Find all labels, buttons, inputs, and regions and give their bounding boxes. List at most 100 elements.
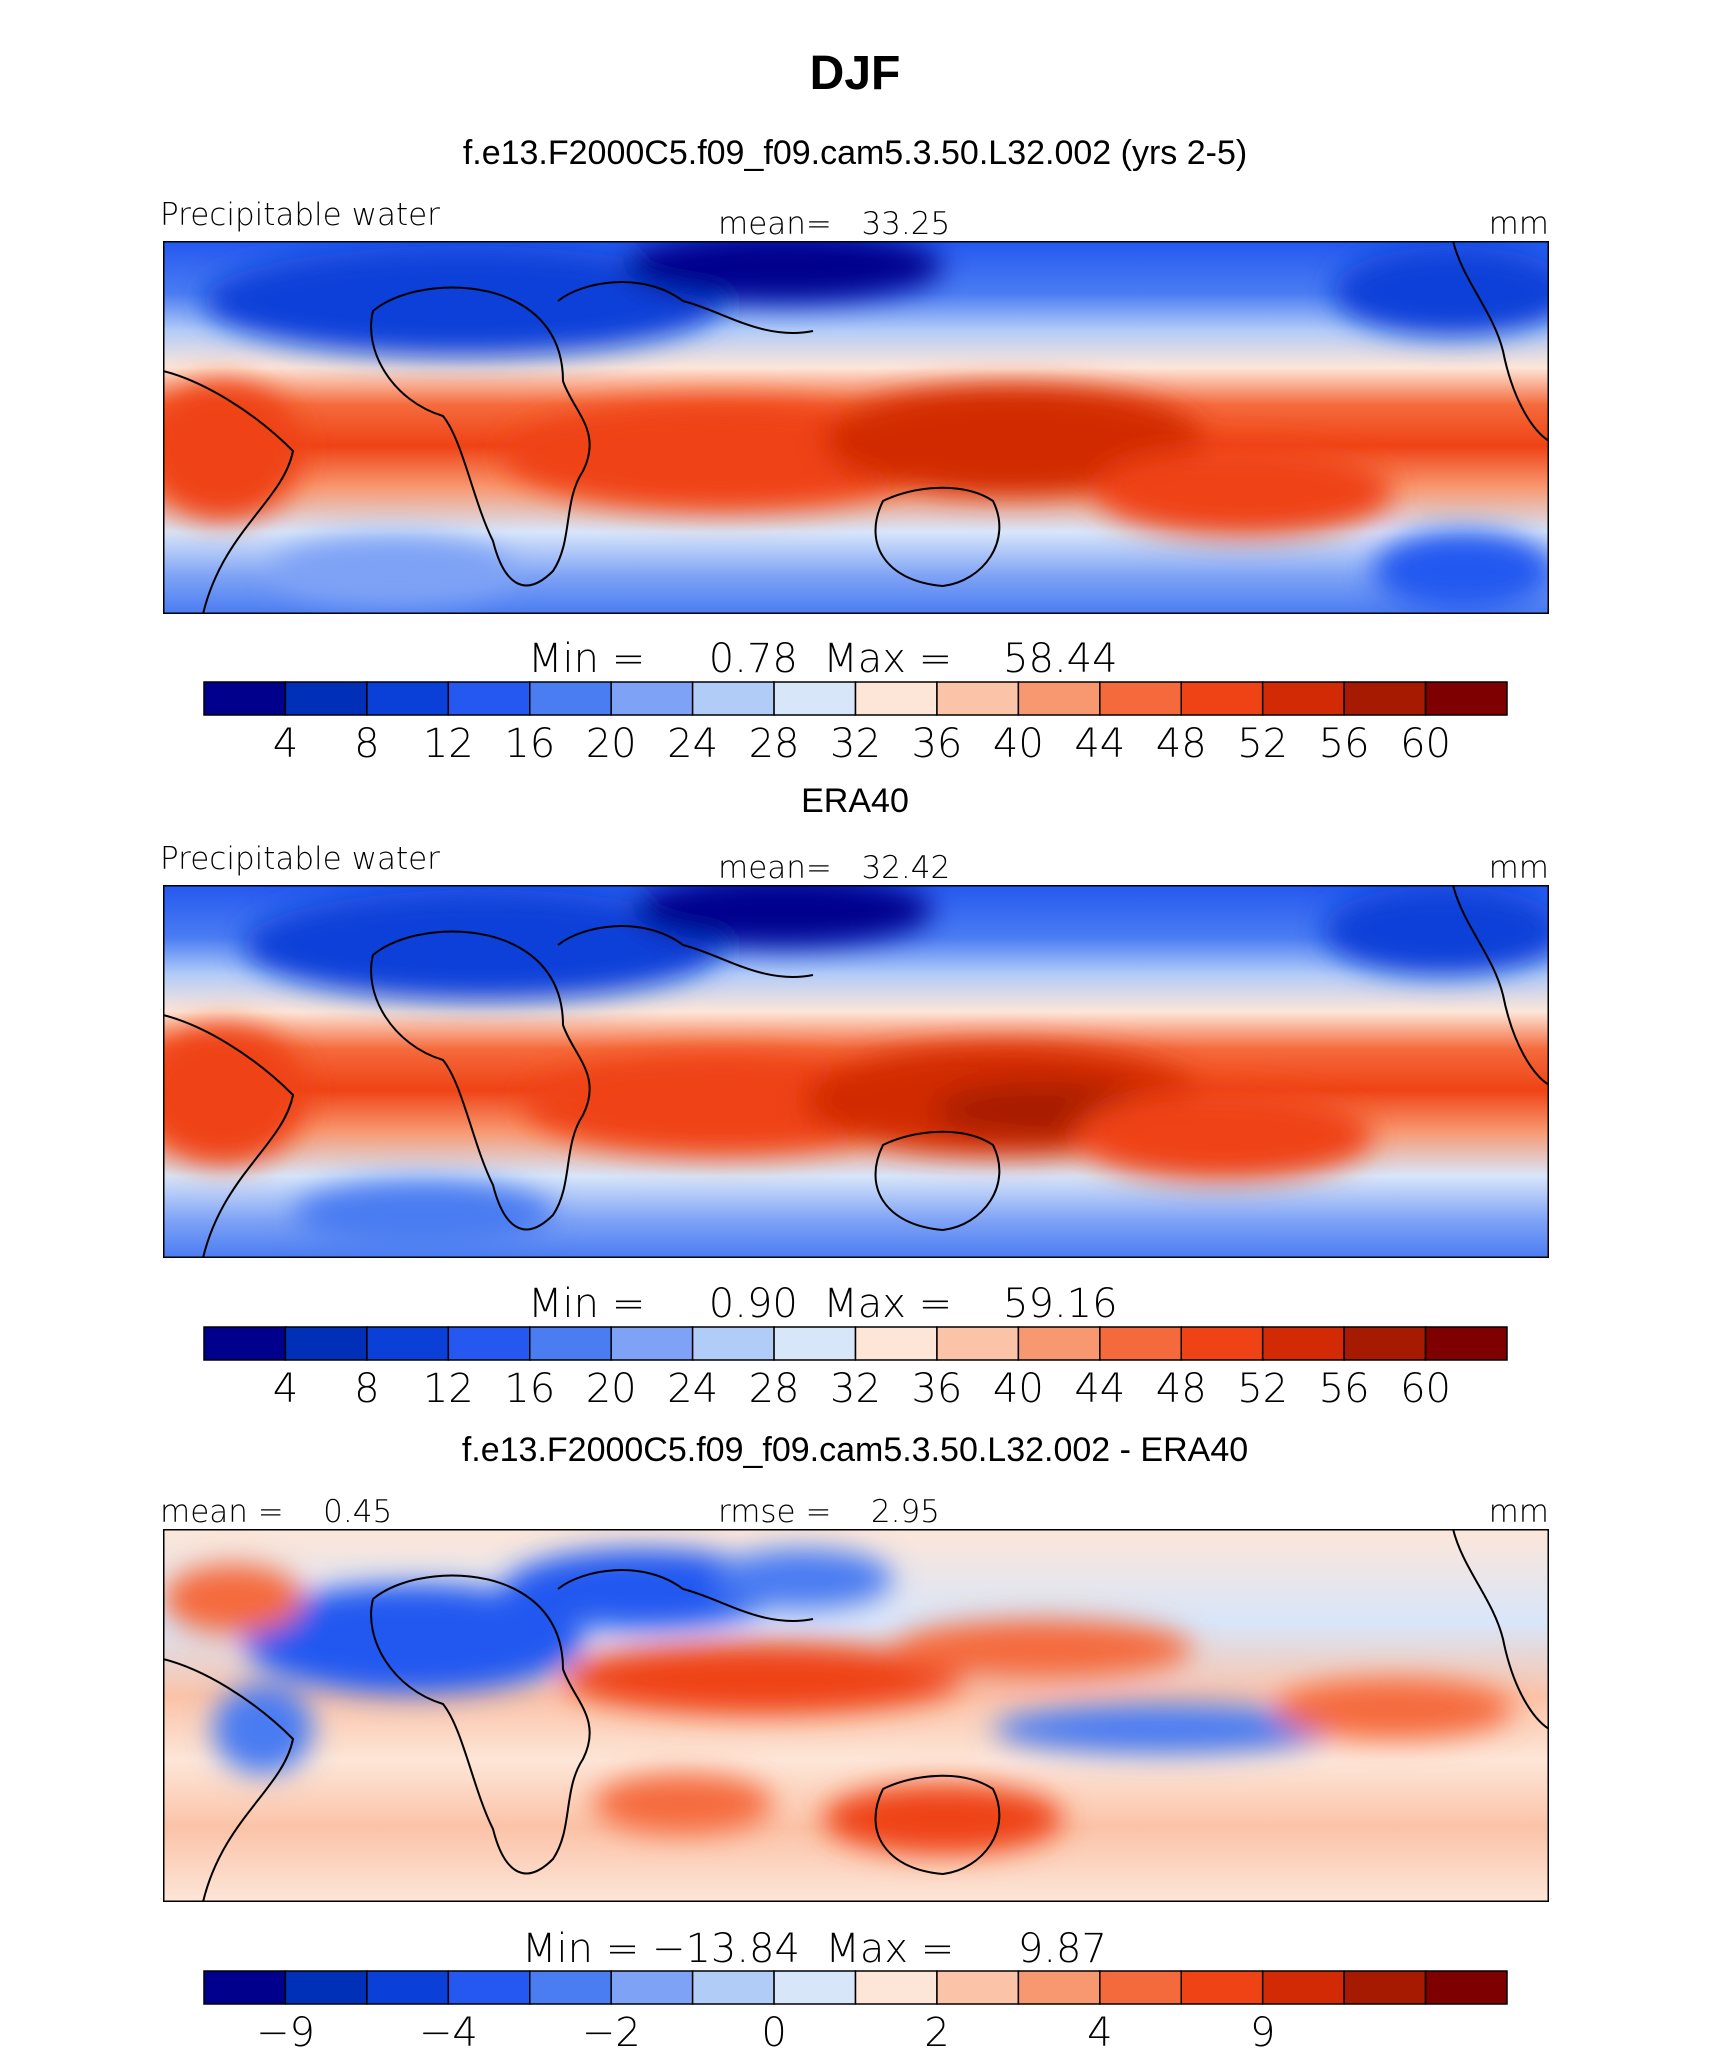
- colorbar-swatch: [854, 1970, 938, 2005]
- pos-anom-east-pacific: [1273, 1679, 1513, 1739]
- colorbar-tick-label: 60: [1400, 721, 1451, 767]
- panel-model-mean-label: mean= 33.25: [718, 206, 950, 242]
- colorbar-swatch: [1017, 1970, 1101, 2005]
- panel-obs-map: [163, 885, 1549, 1258]
- colorbar-swatch: [1017, 1326, 1101, 1361]
- colorbar-swatch: [203, 1970, 287, 2005]
- colorbar-swatch: [1424, 1326, 1508, 1361]
- colorbar-tick-label: 36: [911, 721, 962, 767]
- colorbar-tick-label: 20: [586, 721, 637, 767]
- panel-obs-variable-label: Precipitable water: [160, 841, 440, 877]
- colorbar-tick-label: 28: [749, 721, 800, 767]
- colorbar-tick-label: −4: [419, 2010, 478, 2048]
- colorbar-tick-label: 16: [504, 1366, 555, 1412]
- colorbar-swatch: [610, 1326, 694, 1361]
- colorbar-tick-label: 8: [354, 721, 379, 767]
- colorbar-swatch: [691, 1326, 775, 1361]
- colorbar-swatch: [936, 1970, 1020, 2005]
- panel-model-subtitle: f.e13.F2000C5.f09_f09.cam5.3.50.L32.002 …: [463, 134, 1247, 172]
- colorbar-swatch: [773, 681, 857, 716]
- colorbar-swatch: [366, 1970, 450, 2005]
- neg-anom-pacific-equator: [993, 1704, 1333, 1754]
- colorbar-swatch: [1343, 1970, 1427, 2005]
- colorbar-swatch: [773, 1970, 857, 2005]
- colorbar-swatch: [854, 681, 938, 716]
- colorbar-tick-label: 32: [830, 1366, 881, 1412]
- colorbar-tick-label: 4: [273, 721, 298, 767]
- panel-diff-mean-label: mean = 0.45: [160, 1494, 392, 1530]
- neg-anom-arabia: [503, 1549, 783, 1629]
- panel-diff-units: mm: [1489, 1494, 1549, 1530]
- colorbar-tick-label: 32: [830, 721, 881, 767]
- colorbar-tick-label: −2: [582, 2010, 641, 2048]
- colorbar-swatch: [1099, 1970, 1182, 2005]
- colorbar-swatch: [610, 1970, 694, 2005]
- panel-model-stats: Min = 0.78 Max = 58.44: [528, 636, 1118, 682]
- colorbar-swatch: [447, 1970, 531, 2005]
- colorbar-tick-label: 12: [423, 721, 474, 767]
- dry-region-pacific: [1323, 885, 1549, 975]
- neg-anom-sahara: [243, 1584, 583, 1694]
- colorbar-swatch: [1261, 1326, 1345, 1361]
- dry-region-south-atlantic: [273, 536, 513, 606]
- neg-anom-asia: [713, 1549, 893, 1609]
- pos-anom-south-indian: [593, 1774, 773, 1834]
- colorbar-tick-label: 0: [761, 2010, 786, 2048]
- colorbar-tick-label: 4: [273, 1366, 298, 1412]
- colorbar-tick-label: 9: [1250, 2010, 1275, 2048]
- colorbar-swatch: [936, 681, 1020, 716]
- colorbar-tick-label: 2: [924, 2010, 949, 2048]
- colorbar-swatch: [284, 1326, 368, 1361]
- colorbar-swatch: [1180, 1326, 1264, 1361]
- colorbar-swatch: [529, 681, 612, 716]
- colorbar-swatch: [203, 681, 287, 716]
- colorbar-swatch: [1180, 681, 1264, 716]
- colorbar-tick-label: 52: [1237, 1366, 1288, 1412]
- colorbar-tick-label: 56: [1319, 721, 1370, 767]
- colorbar-swatch: [854, 1326, 938, 1361]
- pos-anom-indian: [563, 1644, 963, 1714]
- colorbar-swatch: [1099, 681, 1182, 716]
- colorbar-tick-label: 52: [1237, 721, 1288, 767]
- colorbar-tick-label: 8: [354, 1366, 379, 1412]
- colorbar-swatch: [1261, 681, 1345, 716]
- panel-diff-map: [163, 1529, 1549, 1902]
- colorbar-swatch: [1343, 681, 1427, 716]
- colorbar-tick-label: 20: [586, 1366, 637, 1412]
- dry-region-south-pacific: [1373, 531, 1549, 611]
- colorbar-swatch: [284, 681, 368, 716]
- colorbar-tick-label: 24: [667, 1366, 718, 1412]
- colorbar-swatch: [936, 1326, 1020, 1361]
- panel-obs-stats: Min = 0.90 Max = 59.16: [528, 1281, 1118, 1327]
- colorbar-tick-label: 4: [1087, 2010, 1112, 2048]
- panel-obs: ERA40 Precipitable water mean= 32.42 mm: [160, 782, 1549, 1412]
- dry-region-pacific: [1333, 246, 1549, 336]
- pos-anom-pacific-north: [893, 1619, 1193, 1679]
- colorbar-swatch: [366, 1326, 450, 1361]
- colorbar-swatch: [366, 681, 450, 716]
- panel-obs-colorbar: 4 8 12 16 20 24 28 32 36 40 44 48 52 56 60: [203, 1326, 1508, 1412]
- colorbar-tick-label: 16: [504, 721, 555, 767]
- panel-obs-units: mm: [1489, 850, 1549, 886]
- moist-band-warm-pool: [823, 386, 1203, 496]
- coastlines: [163, 1529, 1549, 1902]
- panel-diff-rmse-label: rmse = 2.95: [718, 1494, 940, 1530]
- moist-band-south-america: [163, 381, 303, 521]
- panel-model-colorbar: 4 8 12 16 20 24 28 32 36 40 44 48 52 56 60: [203, 681, 1508, 767]
- panel-diff-stats: Min = −13.84 Max = 9.87: [522, 1926, 1107, 1972]
- pos-anom-north-atlantic: [163, 1564, 303, 1634]
- colorbar-tick-label: 56: [1319, 1366, 1370, 1412]
- colorbar-swatch: [529, 1970, 612, 2005]
- colorbar-tick-label: 36: [911, 1366, 962, 1412]
- colorbar-swatch: [1017, 681, 1101, 716]
- panel-diff-subtitle: f.e13.F2000C5.f09_f09.cam5.3.50.L32.002 …: [462, 1431, 1248, 1469]
- coastlines: [163, 885, 1549, 1258]
- colorbar-swatch: [610, 681, 694, 716]
- panel-diff-colorbar: −9 −4 −2 0 2 4 9: [203, 1970, 1508, 2048]
- dry-region-asia: [623, 241, 943, 301]
- dry-region-south-atlantic: [293, 1180, 553, 1250]
- colorbar-tick-label: 48: [1156, 1366, 1207, 1412]
- colorbar-swatch: [1424, 1970, 1508, 2005]
- colorbar-swatch: [1343, 1326, 1427, 1361]
